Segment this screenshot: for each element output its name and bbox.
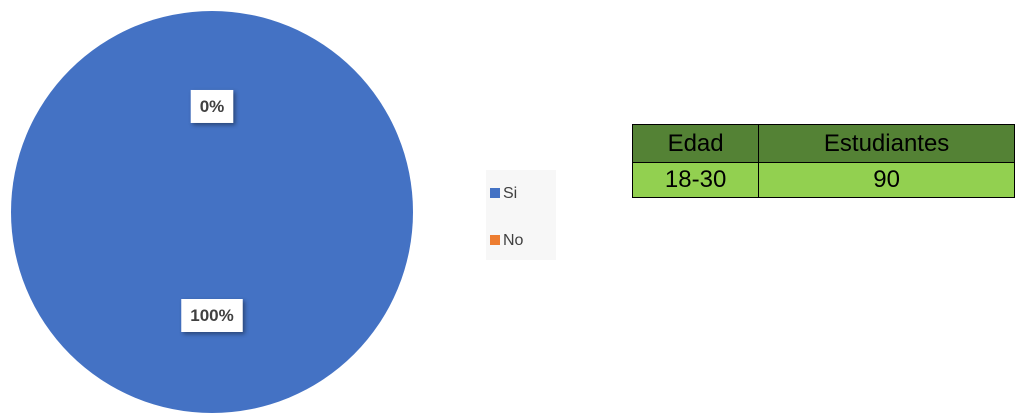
header-cell: Estudiantes: [758, 124, 1015, 163]
header-row: Edad Estudiantes: [631, 124, 1015, 163]
legend-swatch: [490, 235, 500, 245]
cell: 90: [758, 162, 1015, 198]
data-row: 18-30 90: [631, 162, 1015, 198]
pie-slice: [11, 11, 413, 413]
legend-swatch: [490, 188, 500, 198]
header-cell: Edad: [631, 124, 760, 163]
data-label-box: [190, 89, 234, 123]
data-label: 100%: [190, 306, 233, 325]
chart: 100% 0% Si No: [11, 11, 524, 413]
data-table: Edad Estudiantes 18-30 90: [631, 124, 1015, 198]
cell: 18-30: [631, 162, 760, 198]
legend-label: No: [503, 232, 524, 249]
data-label: 0%: [200, 97, 225, 116]
legend-label: Si: [503, 185, 517, 202]
data-label-box: [181, 299, 243, 333]
